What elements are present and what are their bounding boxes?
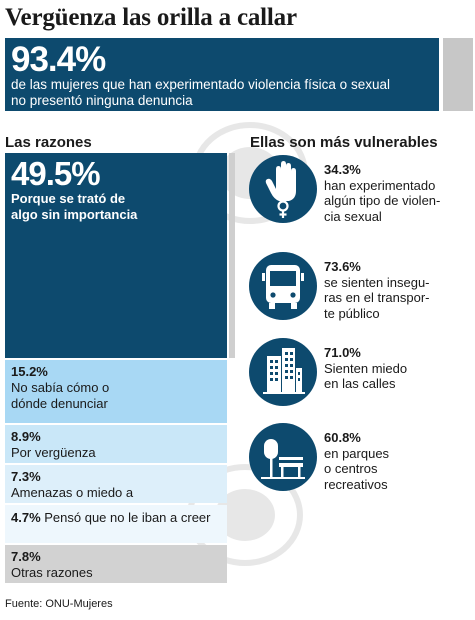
vulnerability-label: en las calles	[324, 376, 396, 391]
vulnerability-value: 34.3%	[324, 162, 361, 177]
reason-label: Otras razones	[11, 565, 93, 580]
hero-grey-strip	[443, 38, 473, 111]
reason-label: No sabía cómo o	[11, 380, 110, 396]
section-title-vulnerable: Ellas son más vulnerables	[250, 134, 438, 151]
vulnerability-label: te público	[324, 305, 380, 321]
vulnerability-text: 71.0% Sienten miedo en las calles	[324, 345, 469, 392]
hero-value: 93.4%	[11, 40, 106, 79]
section-title-reasons: Las razones	[5, 134, 92, 151]
vulnerability-label: en parques	[324, 445, 390, 461]
reason-bar: 15.2% No sabía cómo o dónde denunciar	[5, 360, 227, 423]
reason-label: Por vergüenza	[11, 445, 96, 460]
reason-bar: 7.3%Amenazas o miedo a consecuencias	[5, 465, 227, 503]
vulnerability-label: se sienten insegu-	[324, 274, 430, 290]
reason-label: Amenazas o miedo a consecuencias	[11, 485, 134, 503]
reason-value: 4.7%	[11, 510, 41, 525]
vulnerability-label: han experimentado	[324, 177, 436, 193]
hero-banner: 93.4% de las mujeres que han experimenta…	[5, 38, 439, 111]
vulnerability-text: 73.6% se sienten insegu-ras en el transpo…	[324, 259, 469, 321]
reason-label: algo sin importancia	[11, 207, 138, 222]
vulnerability-item: 60.8% en parques o centros recreativos	[249, 423, 469, 493]
reason-value: 8.9%	[11, 429, 41, 444]
vulnerability-value: 60.8%	[324, 430, 361, 445]
vulnerability-value: 71.0%	[324, 345, 361, 360]
reason-grey-strip	[229, 153, 235, 359]
reason-label: dónde denunciar	[11, 395, 108, 411]
buildings-icon	[249, 338, 317, 406]
reason-value: 7.3%	[11, 469, 41, 484]
vulnerability-label: ras en el transpor-	[324, 290, 430, 305]
hand-female-icon	[249, 155, 317, 223]
vulnerability-item: 73.6% se sienten insegu-ras en el transpo…	[249, 252, 469, 322]
source-note: Fuente: ONU-Mujeres	[5, 598, 113, 610]
vulnerability-text: 34.3% han experimentado algún tipo de viol…	[324, 162, 469, 224]
page-title: Vergüenza las orilla a callar	[5, 4, 297, 31]
hero-text-line2: no presentó ninguna denuncia	[11, 92, 193, 108]
reason-value: 15.2%	[11, 364, 48, 380]
reason-bar: 8.9% Por vergüenza	[5, 425, 227, 463]
reason-bar: 7.8% Otras razones	[5, 545, 227, 583]
vulnerability-label: recreativos	[324, 476, 388, 492]
vulnerability-label: cia sexual	[324, 208, 382, 224]
reason-label: Pensó que no le iban a creer	[40, 510, 211, 525]
park-icon	[249, 423, 317, 491]
vulnerability-item: 34.3% han experimentado algún tipo de viol…	[249, 155, 469, 225]
vulnerability-label: Sienten miedo	[324, 360, 408, 376]
hero-text-line1: de las mujeres que han experimentado vio…	[11, 77, 390, 92]
vulnerability-value: 73.6%	[324, 259, 361, 274]
vulnerability-item: 71.0% Sienten miedo en las calles	[249, 338, 469, 408]
vulnerability-label: algún tipo de violen-	[324, 193, 441, 208]
vulnerability-text: 60.8% en parques o centros recreativos	[324, 430, 469, 492]
reason-bar: 49.5% Porque se trató de algo sin importan…	[5, 153, 227, 359]
reasons-chart: 49.5% Porque se trató de algo sin importan…	[5, 153, 227, 583]
reason-label: Porque se trató de	[11, 191, 126, 206]
vulnerability-label: o centros	[324, 461, 378, 476]
reason-bar: 4.7% Pensó que no le iban a creer	[5, 505, 227, 543]
reason-value: 49.5%	[11, 155, 101, 192]
reason-value: 7.8%	[11, 549, 41, 564]
bus-icon	[249, 252, 317, 320]
